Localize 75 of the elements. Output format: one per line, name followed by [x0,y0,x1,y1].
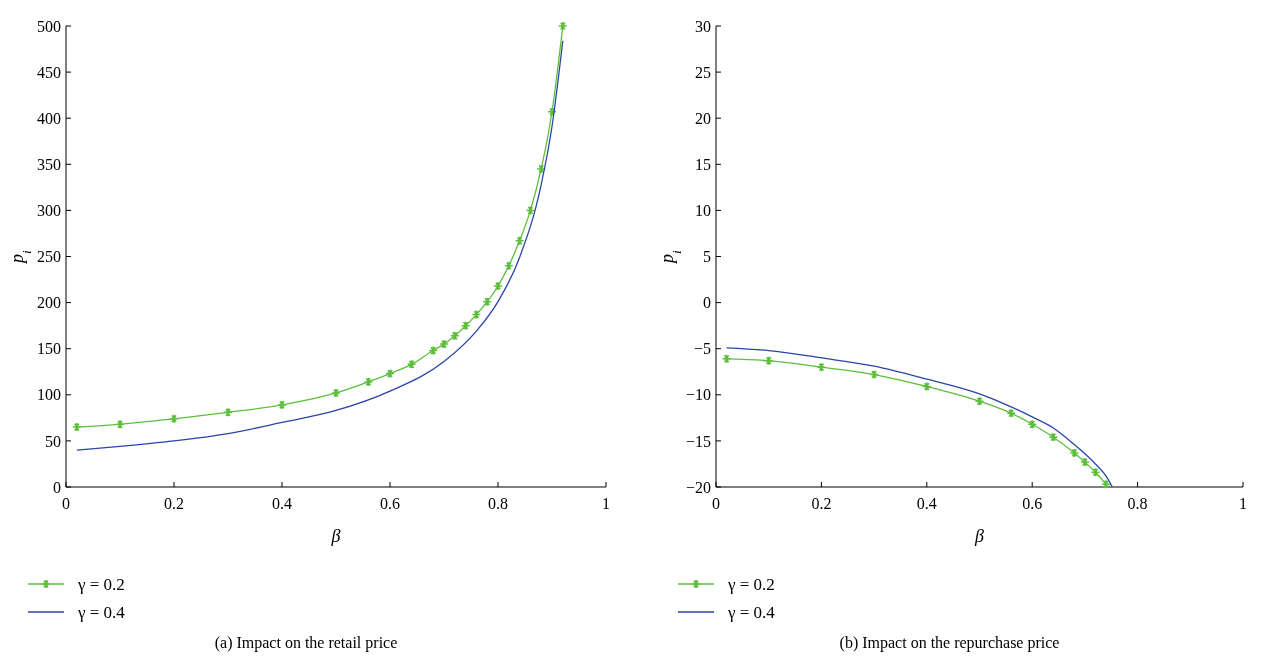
y-tick-label: 50 [45,432,61,450]
y-tick-label: −20 [685,478,711,496]
point [504,260,514,271]
point [869,369,879,380]
point [331,388,341,398]
point [536,164,546,174]
point [1080,457,1090,467]
point [558,21,568,31]
point [816,362,827,372]
point [450,331,460,341]
x-tick-label: 0.6 [380,495,400,512]
x-axis-title: β [330,526,341,546]
x-tick-label: 0.8 [488,495,508,512]
y-tick-label: 450 [37,63,61,81]
legend-label: γ = 0.4 [727,602,776,622]
y-tick-label: 10 [695,202,711,219]
text: (a) Impact on the retail price [214,634,398,652]
point [763,355,774,366]
y-tick-label: 25 [695,63,711,81]
point [1027,419,1037,430]
point [1048,432,1059,442]
point [1069,448,1080,458]
y-tick-label: 0 [703,294,711,312]
x-tick-label: 0.2 [164,495,184,512]
y-tick-label: 250 [37,248,61,266]
point [1090,467,1101,477]
y-tick-label: −5 [693,340,711,358]
point [721,354,732,364]
legend-label: γ = 0.2 [727,574,775,594]
point [223,407,233,418]
point [115,419,125,430]
point [72,422,82,432]
point [514,236,525,246]
y-tick-label: 100 [37,386,61,404]
y-tick-label: 200 [37,294,61,312]
y-tick-label: 30 [695,17,711,35]
y-tick-label: 5 [703,248,711,266]
y-tick-label: 500 [37,17,61,35]
point [1006,408,1016,418]
y-tick-label: 0 [53,478,61,496]
point [493,281,503,291]
point [363,377,374,387]
x-tick-label: 0.4 [916,495,937,512]
x-axis-title: β [974,526,985,546]
text: (b) Impact on the repurchase price [839,634,1060,652]
x-tick-label: 0.8 [1127,495,1148,512]
point [547,107,557,117]
point [428,345,438,356]
point [439,339,449,349]
point [385,368,395,379]
point [406,359,417,370]
legend-label: γ = 0.2 [77,574,125,594]
point [460,320,471,331]
y-tick-label: 150 [37,340,61,358]
point [482,296,492,307]
y-tick-label: −15 [685,432,711,450]
x-tick-label: 0.2 [811,495,832,512]
y-tick-label: 350 [37,155,61,173]
y-tick-label: 20 [695,109,711,127]
x-tick-label: 0.6 [1022,495,1043,512]
point [974,396,985,406]
x-tick-label: 1 [602,495,610,512]
y-tick-label: 15 [695,155,711,173]
legend-label: γ = 0.4 [77,602,126,622]
point [1101,479,1111,489]
point [525,205,536,216]
y-tick-label: −10 [685,386,711,404]
point [169,414,179,424]
point [277,400,287,410]
y-tick-label: 400 [37,109,61,127]
x-tick-label: 0.4 [272,495,292,512]
y-tick-label: 300 [37,202,61,219]
x-tick-label: 1 [1239,495,1247,512]
point [471,309,482,320]
point [922,381,932,392]
